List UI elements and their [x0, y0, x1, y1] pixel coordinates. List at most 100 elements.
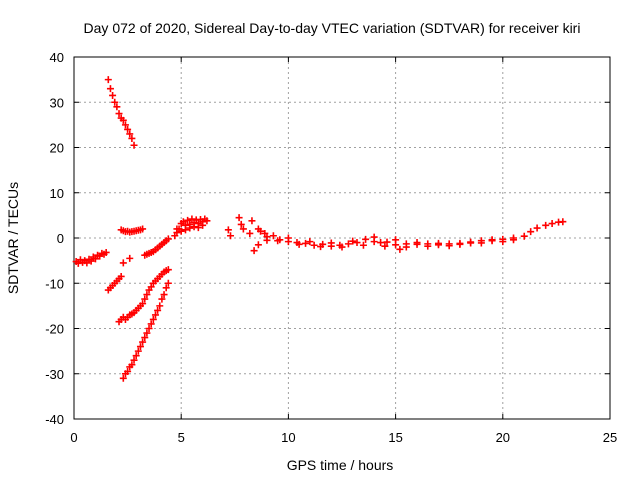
data-point [104, 76, 112, 84]
series-trace-f [119, 279, 172, 382]
data-point [147, 320, 155, 328]
data-point [117, 272, 125, 280]
data-point [383, 238, 391, 246]
data-point [164, 266, 172, 274]
data-point [130, 141, 138, 149]
data-point [510, 236, 518, 244]
data-point [237, 220, 245, 228]
x-tick-label: 15 [388, 430, 402, 445]
data-point [124, 125, 132, 133]
data-point [132, 352, 140, 360]
y-tick-label: -30 [45, 367, 64, 382]
data-point [136, 343, 144, 351]
data-point [533, 224, 541, 232]
data-point [190, 223, 198, 231]
data-point [310, 241, 318, 249]
chart-title: Day 072 of 2020, Sidereal Day-to-day VTE… [84, 20, 581, 36]
data-point [139, 338, 147, 346]
data-point [327, 239, 335, 247]
data-point [248, 217, 256, 225]
data-point [434, 241, 442, 249]
series-trace-a [72, 248, 110, 267]
data-point [177, 227, 185, 235]
series-trace-d [117, 225, 147, 236]
data-point [467, 239, 475, 247]
data-point [239, 225, 247, 233]
data-point [145, 325, 153, 332]
data-point [235, 214, 243, 222]
data-points [72, 76, 567, 382]
x-tick-label: 5 [178, 430, 185, 445]
data-point [456, 240, 464, 248]
data-point [227, 232, 235, 240]
x-tick-label: 20 [496, 430, 510, 445]
series-trace-g [141, 235, 172, 259]
data-point [392, 236, 400, 244]
data-point [527, 228, 535, 236]
data-point [499, 238, 507, 246]
data-point [102, 248, 110, 256]
data-point [359, 241, 367, 249]
data-point [424, 242, 432, 250]
data-point [199, 221, 207, 229]
data-point [477, 239, 485, 247]
data-point [109, 91, 117, 99]
y-tick-label: 0 [57, 231, 64, 246]
data-point [156, 302, 164, 310]
y-tick-label: -10 [45, 276, 64, 291]
data-point [396, 245, 404, 253]
data-point [488, 237, 496, 245]
grid [74, 57, 610, 419]
data-point [377, 239, 385, 247]
data-point [147, 283, 155, 291]
data-point [126, 254, 134, 262]
y-axis-label: SDTVAR / TECUs [5, 182, 21, 294]
x-tick-label: 0 [70, 430, 77, 445]
y-tick-label: 30 [50, 95, 64, 110]
data-point [349, 237, 357, 245]
data-point [269, 232, 277, 240]
data-point [370, 233, 378, 241]
data-point [151, 311, 159, 319]
series-trace-b [104, 76, 138, 149]
data-point [134, 347, 142, 355]
data-point [106, 85, 114, 93]
data-point [381, 242, 389, 250]
data-point [246, 229, 254, 237]
data-point [181, 226, 189, 234]
data-point [188, 215, 196, 223]
data-point [124, 367, 132, 375]
data-point [139, 300, 147, 308]
data-point [445, 242, 453, 250]
y-tick-label: 10 [50, 186, 64, 201]
series-trace-h [171, 215, 211, 240]
x-axis-label: GPS time / hours [287, 457, 394, 473]
data-point [128, 361, 136, 369]
data-point [149, 315, 157, 323]
series-trace-j [119, 214, 269, 267]
data-point [257, 227, 265, 235]
data-point [250, 247, 258, 255]
data-point [141, 295, 149, 303]
data-point [302, 239, 310, 247]
data-point [141, 334, 149, 342]
data-point [160, 291, 168, 299]
data-point [317, 243, 325, 251]
series-trace-k [250, 218, 567, 255]
data-point [74, 259, 82, 267]
data-point [284, 234, 292, 242]
y-tick-label: -20 [45, 322, 64, 337]
data-point [203, 217, 211, 225]
data-point [184, 216, 192, 224]
data-point [139, 225, 147, 233]
data-point [224, 226, 232, 234]
data-point [119, 259, 127, 267]
data-point [542, 221, 550, 229]
data-point [162, 284, 170, 292]
data-point [194, 224, 202, 232]
data-point [548, 220, 556, 228]
data-point [353, 239, 361, 247]
data-point [91, 255, 99, 263]
x-tick-label: 10 [281, 430, 295, 445]
